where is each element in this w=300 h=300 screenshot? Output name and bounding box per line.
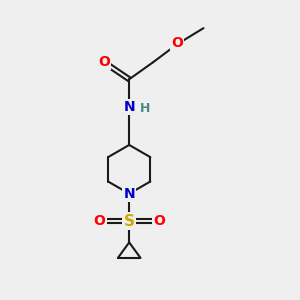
Text: N: N xyxy=(123,100,135,114)
Text: O: O xyxy=(171,36,183,50)
Text: O: O xyxy=(98,55,110,69)
Text: H: H xyxy=(140,102,151,115)
Text: N: N xyxy=(123,187,135,201)
Text: S: S xyxy=(124,214,135,229)
Text: O: O xyxy=(94,214,105,228)
Text: O: O xyxy=(153,214,165,228)
